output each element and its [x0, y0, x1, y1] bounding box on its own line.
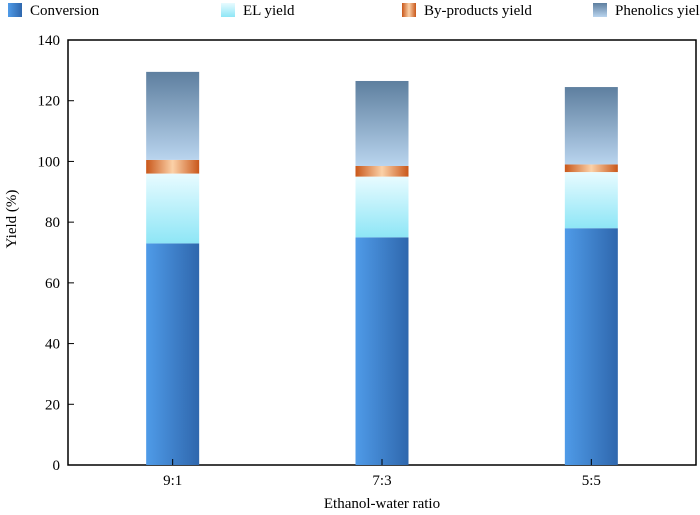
legend-swatch-conversion	[8, 3, 22, 17]
legend-label-by-products-yield: By-products yield	[424, 3, 532, 19]
bar-by-products-yield	[564, 164, 618, 173]
y-axis: 0 20 40 60 80 100 120 140	[38, 33, 74, 474]
x-tick-label: 5:5	[582, 473, 601, 489]
bar-by-products-yield	[355, 165, 409, 177]
legend-swatch-phenolics-yield	[593, 3, 607, 17]
bar-el-yield	[355, 176, 409, 238]
bar-by-products-yield	[146, 159, 200, 174]
bar-phenolics-yield	[355, 80, 409, 166]
bar-phenolics-yield	[564, 87, 618, 165]
y-tick-label: 120	[38, 94, 61, 110]
bars-group	[146, 71, 618, 465]
y-tick-label: 100	[38, 154, 61, 170]
bar-conversion	[146, 243, 200, 465]
legend-swatch-el-yield	[221, 3, 235, 17]
bar-el-yield	[564, 172, 618, 229]
bar-conversion	[564, 228, 618, 465]
bar-el-yield	[146, 173, 200, 244]
x-tick-label: 7:3	[372, 473, 391, 489]
y-axis-title: Yield (%)	[4, 190, 20, 249]
y-tick-label: 0	[53, 458, 61, 474]
legend-label-conversion: Conversion	[30, 3, 100, 19]
legend: Conversion EL yield By-products yield Pheno…	[8, 3, 700, 19]
y-tick-label: 80	[45, 215, 60, 231]
legend-swatch-by-products-yield	[402, 3, 416, 17]
x-tick-label: 9:1	[163, 473, 182, 489]
bar-phenolics-yield	[146, 71, 200, 160]
x-axis: 9:1 7:3 5:5	[163, 459, 601, 489]
bar-conversion	[355, 237, 409, 465]
legend-label-el-yield: EL yield	[243, 3, 295, 19]
y-tick-label: 40	[45, 337, 60, 353]
legend-label-phenolics-yield: Phenolics yield	[615, 3, 700, 19]
y-tick-label: 60	[45, 276, 60, 292]
y-tick-label: 140	[38, 33, 61, 49]
y-tick-label: 20	[45, 397, 60, 413]
x-axis-title: Ethanol-water ratio	[324, 496, 440, 512]
